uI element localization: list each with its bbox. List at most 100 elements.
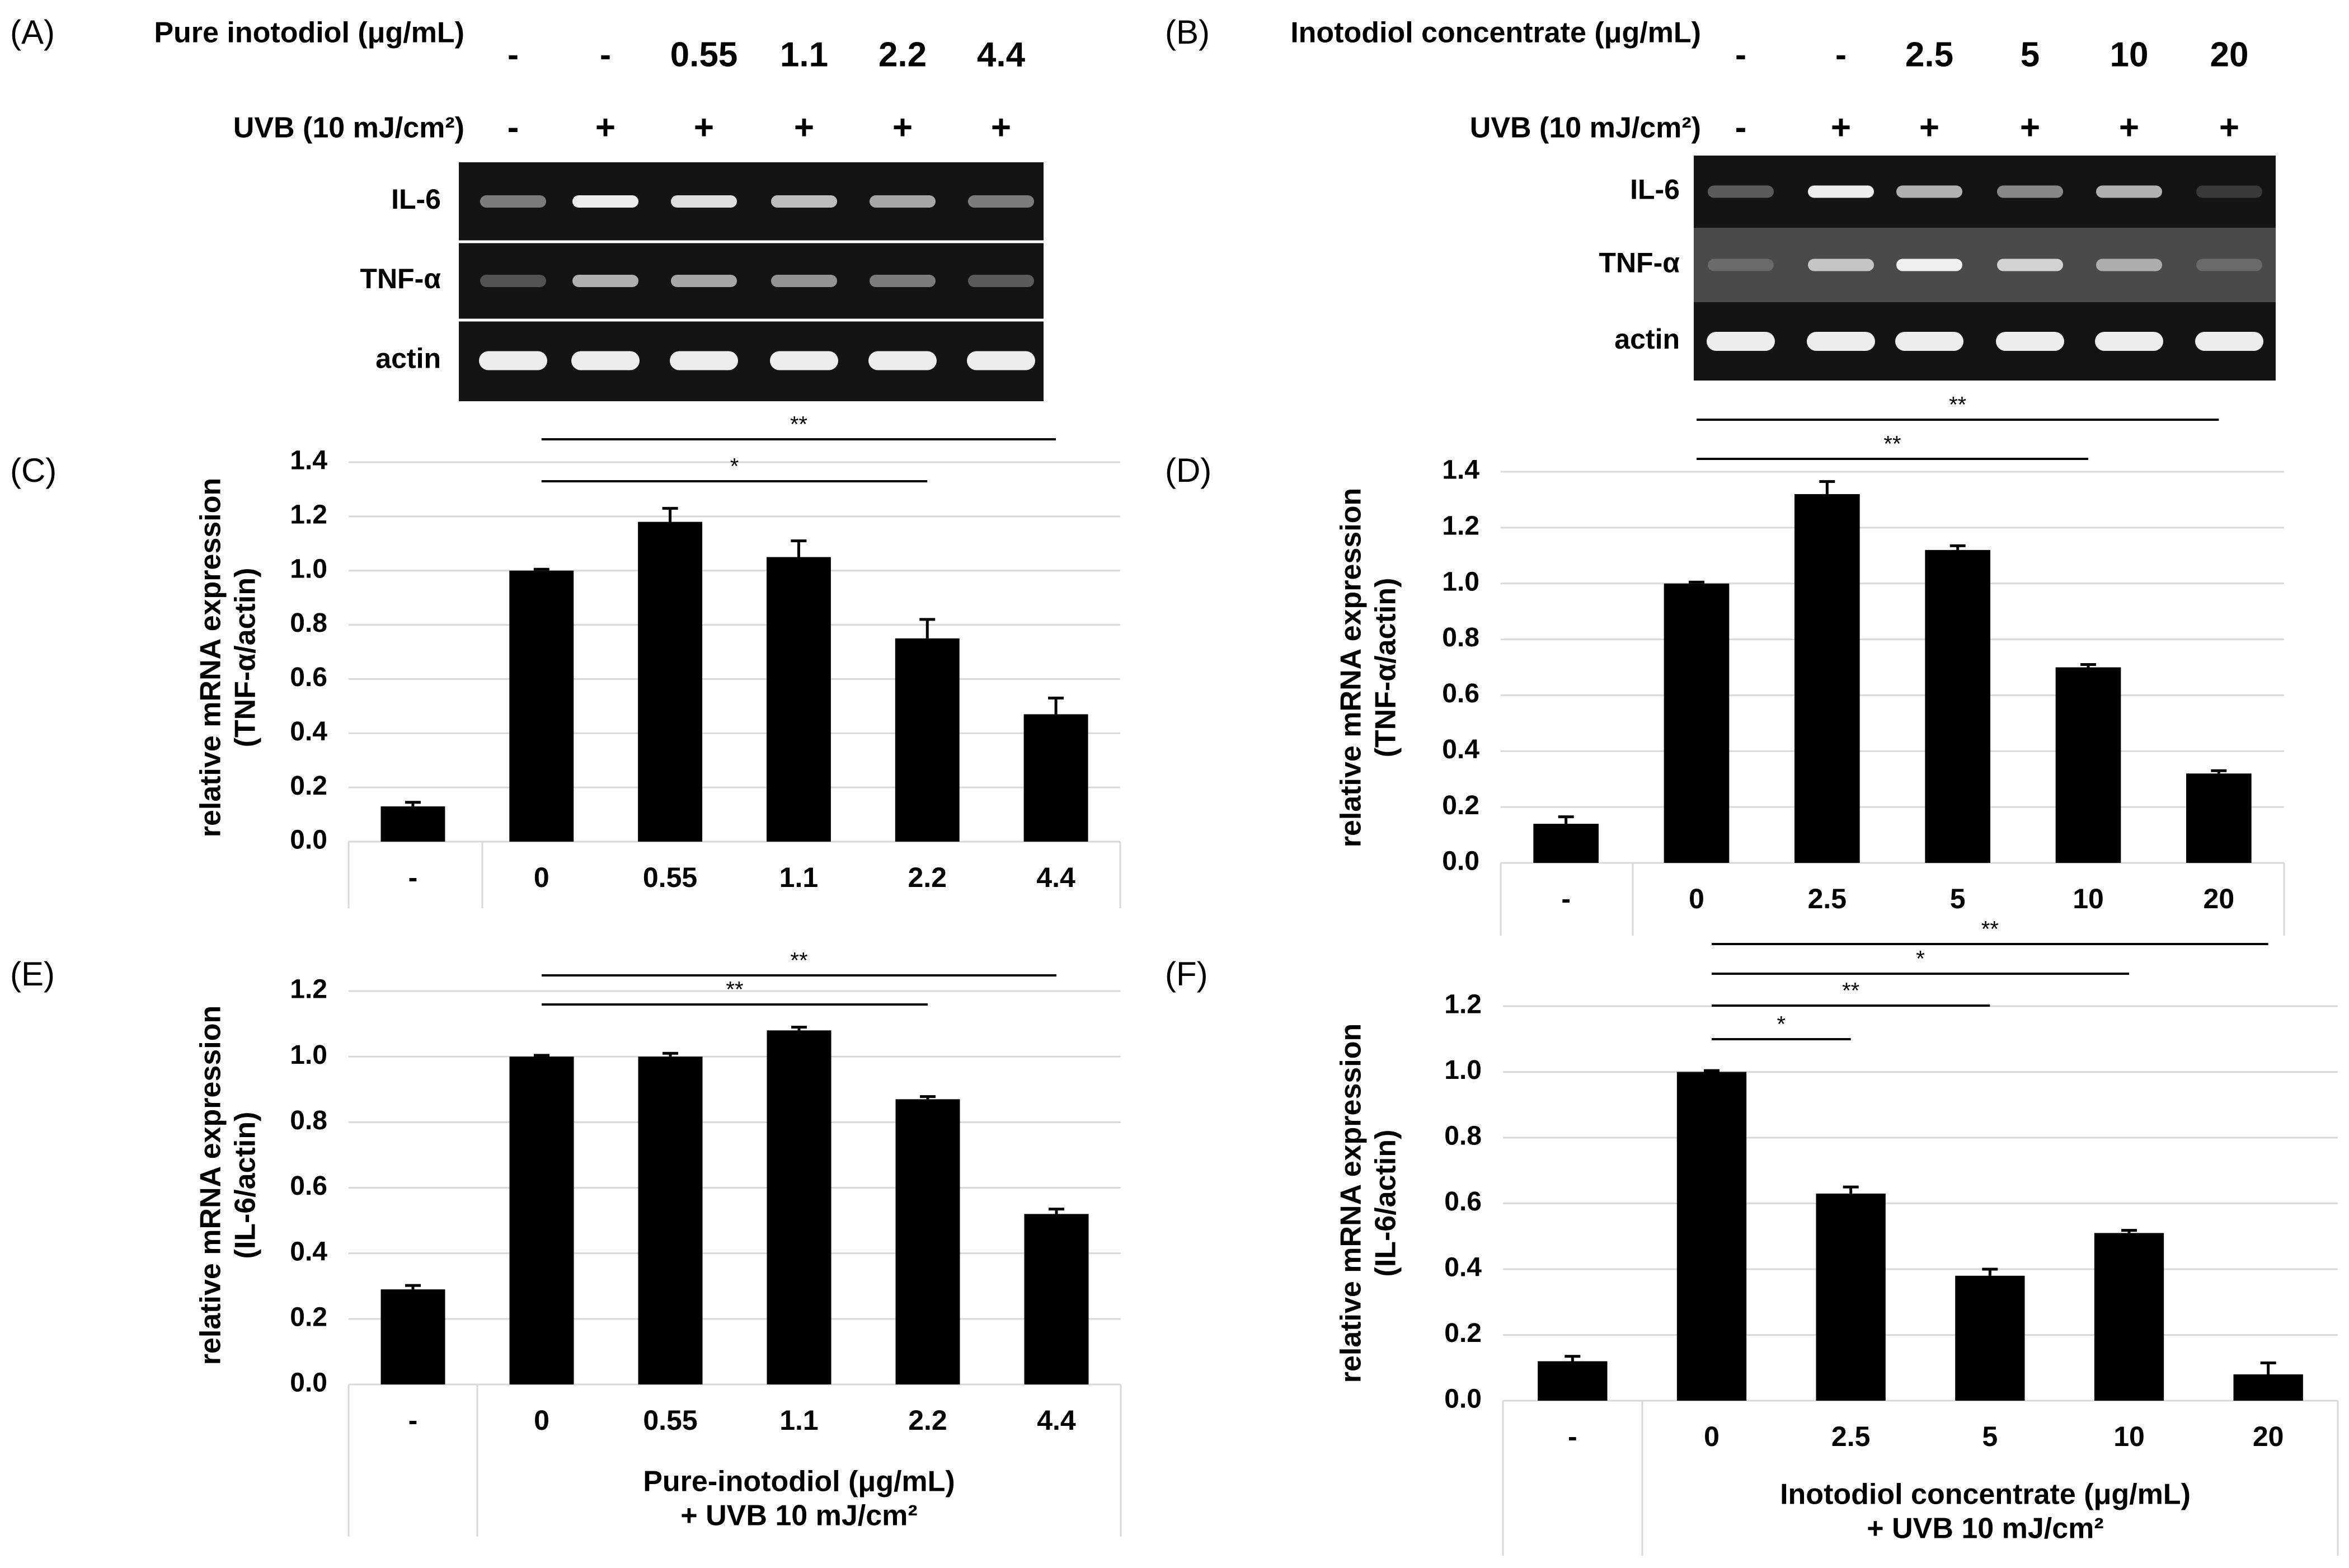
gel-band [770,351,838,370]
bar [1794,494,1860,863]
significance-label: * [1916,947,1925,971]
y-axis-label: (TNF-α/actin) [1370,578,1402,758]
bar [895,638,960,842]
bar-chart-c: (C) 0.0 0.2 0.4 0.6 0.8 1.0 1.2 1.4 - 0 0.55 1.1 2.2 4… [10,412,1121,908]
x-tick-label: - [408,1405,418,1436]
bar-chart-e: (E) 0.0 0.2 0.4 0.6 0.8 1.0 1.2 - 0 0.55 1.1 2.2 4.4 r… [10,949,1122,1537]
treatment-value: 4.4 [977,35,1026,74]
x-tick-label: 1.1 [779,1405,819,1436]
x-axis-label: Pure-inotodiol (μg/mL) [643,1466,955,1498]
bar-chart-f: (F) 0.0 0.2 0.4 0.6 0.8 1.0 1.2 - 0 2.5 5 10 20 relati… [1165,917,2339,1556]
bar [1955,1275,2025,1401]
lane-label: IL-6 [1630,174,1680,205]
bar [767,1030,831,1384]
gel-band [1708,185,1774,198]
uvb-label: UVB (10 mJ/cm²) [1470,112,1701,144]
gel-band [968,195,1034,208]
y-tick-label: 0.4 [1444,1253,1482,1283]
gel-band [2096,259,2162,271]
treatment-value: - [1735,36,1746,73]
y-tick-label: 0.0 [290,1368,327,1398]
treatment-value: 5 [2021,35,2040,74]
lane-label: IL-6 [391,184,441,215]
uvb-value: + [794,108,814,147]
bar [1925,550,1990,863]
lane-label: TNF-α [360,263,441,294]
gel-lane-background [1694,156,2276,228]
gel-band [671,195,737,208]
uvb-value: + [2119,108,2139,147]
gel-band [868,351,937,370]
x-tick-label: - [1568,1421,1577,1452]
y-tick-label: 1.2 [1444,990,1482,1020]
bar [509,570,574,842]
gel-band [968,275,1034,287]
significance-label: * [730,454,739,479]
bar [2094,1233,2164,1401]
y-tick-label: 0.6 [1442,679,1479,708]
y-tick-label: 0.6 [1444,1187,1482,1217]
gel-band [2096,185,2162,198]
uvb-value: + [892,108,913,147]
gel-band [1996,332,2064,351]
bar [2233,1374,2303,1401]
gel-band [1896,185,1962,198]
x-tick-label: 1.1 [779,862,819,893]
uvb-value: + [991,108,1011,147]
gel-band [771,195,837,208]
significance-label: ** [1981,917,1999,942]
bar [895,1099,960,1384]
lane-label: actin [375,343,441,374]
significance-label: ** [790,949,807,973]
x-tick-label: 0.55 [643,1405,697,1436]
gel-band [1808,185,1874,198]
lane-label: TNF-α [1599,247,1680,279]
x-tick-label: 0 [1689,883,1704,914]
gel-band [1997,185,2063,198]
uvb-value: - [1735,108,1747,147]
x-tick-label: 0.55 [643,862,697,893]
gel-band [771,275,837,287]
y-tick-label: 0.8 [290,608,327,638]
lane-label: actin [1614,323,1680,355]
x-tick-label: 20 [2253,1421,2284,1452]
significance-label: ** [1842,979,1859,1003]
uvb-value: + [2219,108,2239,147]
gel-band [2095,332,2163,351]
uvb-label: UVB (10 mJ/cm²) [233,112,464,144]
bar [1024,1214,1089,1384]
y-tick-label: 1.0 [1444,1055,1482,1085]
x-tick-label: 5 [1950,883,1966,914]
x-tick-label: 5 [1982,1421,1998,1452]
panel-letter: (E) [10,955,55,993]
treatment-value: - [1835,36,1847,73]
y-axis-label: relative mRNA expression [1335,488,1368,848]
significance-label: * [1777,1012,1786,1037]
gel-band [1895,332,1963,351]
treatment-value: 2.2 [878,35,927,74]
uvb-value: + [2020,108,2040,147]
x-tick-label: 4.4 [1036,862,1075,893]
y-tick-label: 1.0 [290,1040,327,1070]
x-tick-label: 10 [2113,1421,2145,1452]
y-tick-label: 0.0 [290,825,327,855]
gel-band [479,351,547,370]
gel-band [870,275,936,287]
bar [1664,583,1730,863]
x-tick-label: - [1561,883,1571,914]
gel-band [967,351,1035,370]
gel-band [572,195,638,208]
gel-lane-background [459,242,1044,320]
panel-letter: (D) [1165,452,1211,489]
y-tick-label: 0.4 [1442,735,1479,764]
x-tick-label: 0 [534,1405,549,1436]
y-tick-label: 0.6 [290,663,327,692]
x-axis-label: + UVB 10 mJ/cm² [1867,1513,2103,1545]
x-tick-label: 2.5 [1831,1421,1871,1452]
gel-lane-background [1694,228,2276,302]
uvb-value: - [508,108,519,147]
bar [638,1057,703,1384]
significance-label: ** [1883,432,1901,457]
gel-panel-b: (B) Inotodiol concentrate (μg/mL) - - 2.5 5 10… [1165,13,2276,381]
